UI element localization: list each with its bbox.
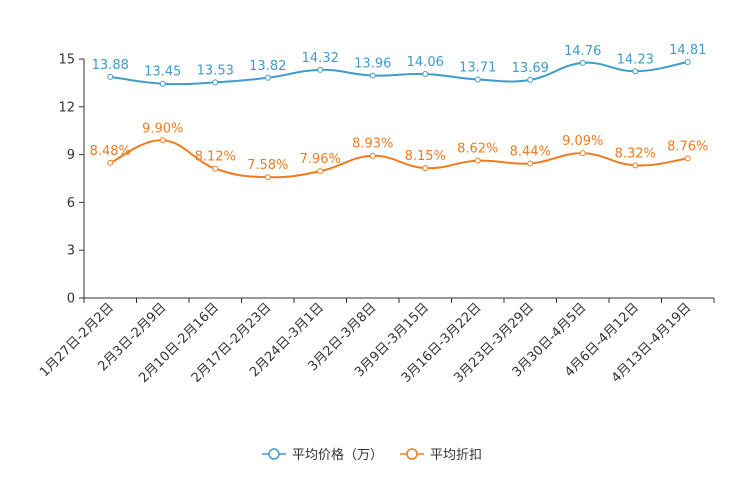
- data-point: [159, 80, 166, 87]
- data-point: [684, 155, 691, 162]
- data-point: [159, 137, 166, 144]
- legend: 平均价格（万） 平均折扣: [262, 447, 482, 463]
- data-point: [422, 70, 429, 77]
- data-point: [527, 160, 534, 167]
- legend-label: 平均价格（万）: [292, 447, 383, 463]
- data-label: 8.32%: [615, 146, 656, 161]
- data-label: 8.15%: [405, 149, 446, 164]
- data-point: [264, 174, 271, 181]
- y-tick-label: 3: [67, 244, 75, 259]
- data-label: 13.88: [92, 58, 129, 73]
- legend-marker: [268, 448, 280, 460]
- data-point: [212, 79, 219, 86]
- data-point: [212, 165, 219, 172]
- series-line: [109, 139, 688, 179]
- data-point: [474, 157, 481, 164]
- data-label: 8.44%: [510, 145, 551, 160]
- data-point: [579, 150, 586, 157]
- data-point: [369, 152, 376, 159]
- data-point: [107, 73, 114, 80]
- legend-item-1[interactable]: 平均价格（万）: [262, 447, 383, 463]
- data-point: [422, 165, 429, 172]
- data-label: 7.58%: [247, 158, 288, 173]
- data-label: 13.69: [512, 61, 549, 76]
- data-label: 14.32: [302, 51, 339, 66]
- data-point: [369, 72, 376, 79]
- data-label: 7.96%: [300, 152, 341, 167]
- data-point: [632, 68, 639, 75]
- y-tick-label: 12: [58, 100, 75, 115]
- data-point: [527, 76, 534, 83]
- data-label: 8.12%: [195, 150, 236, 165]
- data-point: [107, 159, 114, 166]
- data-label: 8.76%: [667, 139, 708, 154]
- data-label: 13.71: [459, 61, 496, 76]
- y-tick-label: 15: [58, 53, 75, 68]
- legend-label: 平均折扣: [430, 448, 482, 463]
- data-label: 9.09%: [562, 134, 603, 149]
- data-label: 13.45: [144, 65, 181, 80]
- data-point: [264, 74, 271, 81]
- data-point: [317, 66, 324, 73]
- data-label: 8.62%: [457, 142, 498, 157]
- data-label: 13.82: [249, 59, 286, 74]
- data-point: [632, 162, 639, 169]
- series-layer: 13.88 13.45 13.53 13.82 14.32 13.96 14.06 13.71…: [90, 43, 708, 181]
- data-point: [579, 59, 586, 66]
- series-1: 13.88 13.45 13.53 13.82 14.32 13.96 14.06 13.71…: [92, 43, 706, 87]
- data-label: 14.06: [407, 55, 444, 70]
- y-tick-label: 6: [67, 196, 75, 211]
- data-label: 14.23: [617, 52, 654, 67]
- y-tick-label: 0: [67, 292, 75, 307]
- legend-item-2[interactable]: 平均折扣: [400, 448, 482, 463]
- y-tick-label: 9: [67, 148, 75, 163]
- series-line: [110, 61, 688, 86]
- data-label: 8.48%: [90, 144, 131, 159]
- data-point: [684, 59, 691, 66]
- data-label: 8.93%: [352, 137, 393, 152]
- data-label: 13.96: [354, 57, 391, 72]
- data-point: [317, 168, 324, 175]
- data-label: 14.76: [564, 44, 601, 59]
- axes: 036912151月27日-2月2日2月3日-2月9日2月10日-2月16日2月…: [37, 53, 715, 386]
- data-label: 14.81: [669, 43, 706, 58]
- data-label: 13.53: [197, 63, 234, 78]
- legend-marker: [406, 448, 418, 460]
- series-2: 8.48% 9.90% 8.12% 7.58% 7.96% 8.93% 8.15% 8.62%…: [90, 121, 708, 181]
- data-point: [474, 76, 481, 83]
- data-label: 9.90%: [142, 121, 183, 136]
